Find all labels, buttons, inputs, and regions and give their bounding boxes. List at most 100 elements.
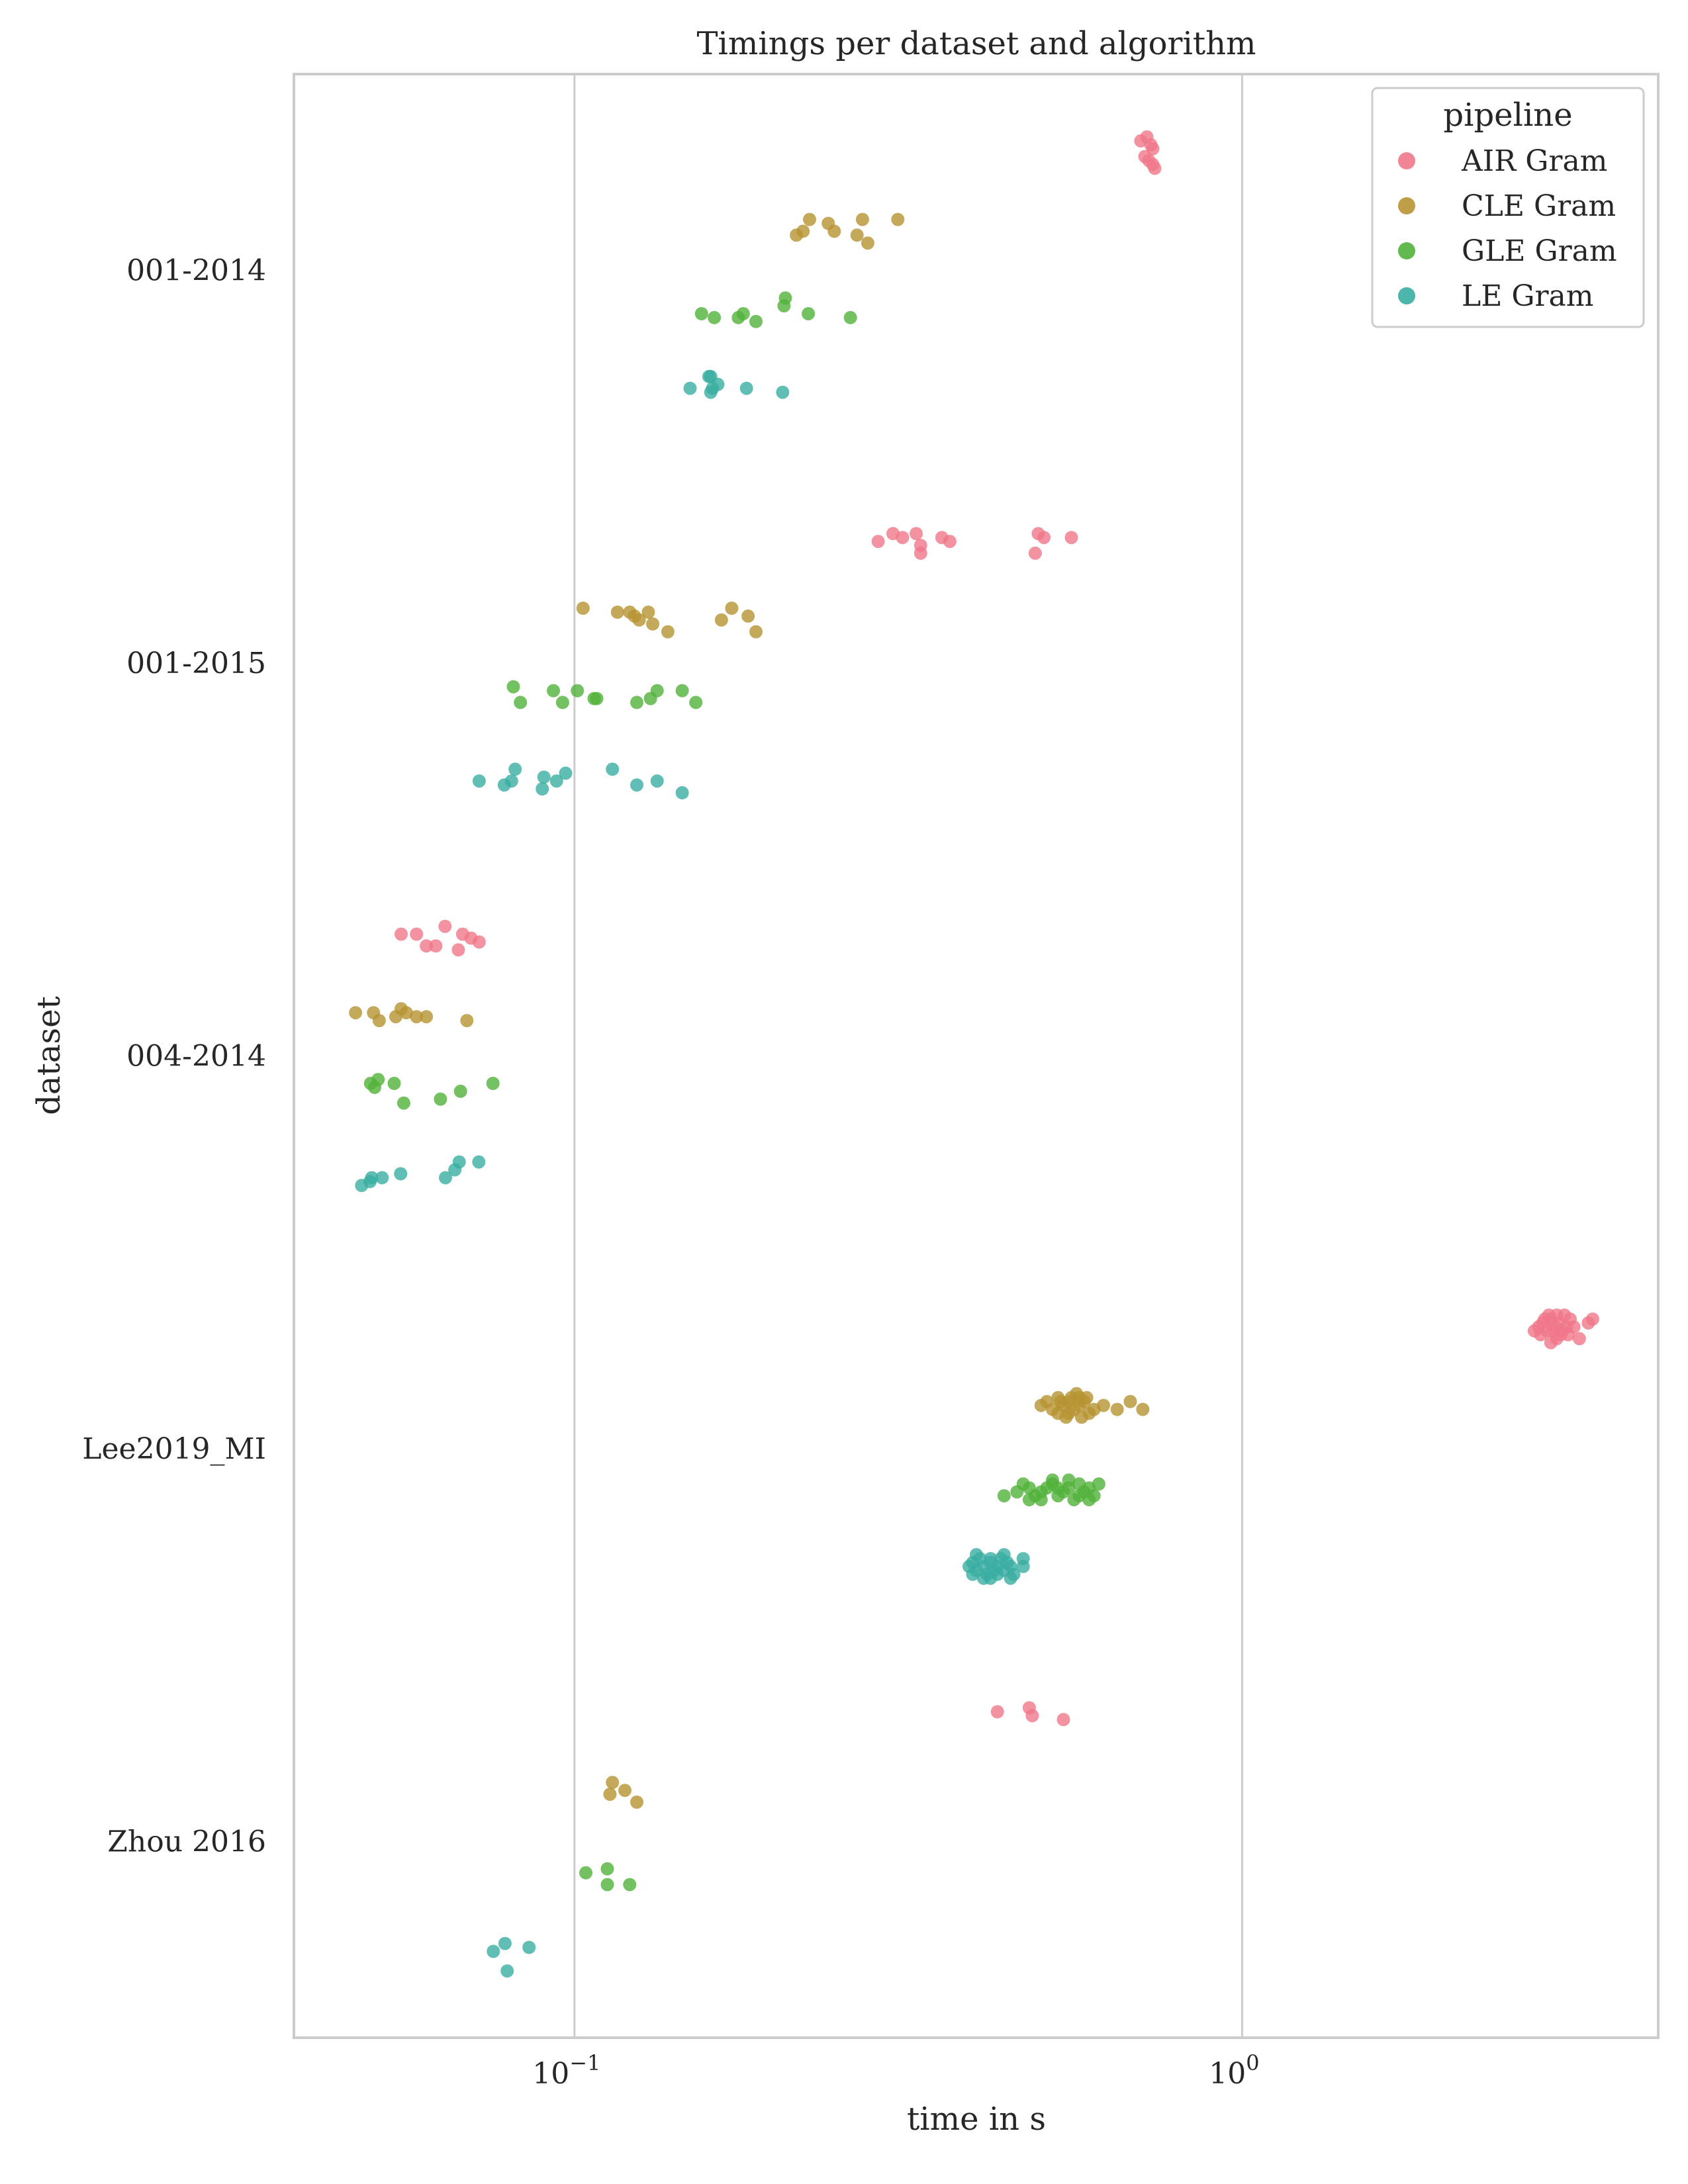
point-s2-53: [1072, 1477, 1086, 1491]
point-s0-16: [1028, 546, 1042, 560]
legend-box: [1371, 87, 1645, 328]
point-s2-20: [689, 696, 703, 709]
series-0: [395, 130, 1599, 1727]
point-s2-55: [1022, 1493, 1036, 1506]
point-s0-51: [1586, 1312, 1599, 1326]
point-s1-23: [372, 1014, 386, 1028]
point-s2-27: [453, 1084, 467, 1098]
point-s1-57: [1080, 1390, 1094, 1404]
point-s0-18: [1037, 531, 1051, 545]
point-s3-5: [711, 377, 725, 391]
point-s1-30: [606, 1776, 620, 1790]
point-s2-3: [736, 307, 750, 320]
point-s2-33: [997, 1489, 1011, 1503]
point-s2-24: [387, 1077, 401, 1090]
point-s0-20: [395, 927, 408, 941]
point-s0-47: [1538, 1312, 1552, 1326]
legend-label-2: GLE Gram: [1462, 234, 1617, 268]
y-axis-label: dataset: [30, 996, 68, 1115]
point-s1-26: [399, 1006, 413, 1020]
point-s0-32: [1056, 1713, 1070, 1727]
point-s2-9: [506, 680, 520, 694]
point-s2-23: [368, 1081, 381, 1094]
point-s3-30: [498, 1936, 512, 1950]
point-s1-18: [725, 602, 739, 615]
legend-label-1: CLE Gram: [1462, 189, 1616, 223]
point-s3-49: [970, 1548, 983, 1562]
legend-label-0: AIR Gram: [1461, 144, 1607, 178]
point-s2-50: [1034, 1493, 1048, 1506]
point-s1-19: [741, 609, 755, 623]
y-tick-label-2: 004-2014: [126, 1040, 266, 1073]
point-s0-29: [990, 1705, 1004, 1719]
legend-title: pipeline: [1443, 97, 1572, 134]
point-s1-20: [749, 625, 763, 639]
y-tick-label-0: 001-2014: [126, 254, 266, 288]
point-s0-23: [429, 939, 443, 953]
point-s2-56: [1082, 1493, 1096, 1506]
point-s1-21: [349, 1006, 363, 1020]
point-s3-12: [536, 782, 549, 796]
point-s2-32: [623, 1878, 637, 1891]
plot-frame: [293, 73, 1660, 2039]
point-s1-13: [632, 613, 646, 627]
point-s3-27: [452, 1155, 466, 1169]
legend-marker-0: [1398, 152, 1415, 169]
x-tick-labels: 10−1 100: [532, 2050, 1259, 2091]
point-s1-27: [410, 1010, 424, 1024]
point-s1-4: [827, 224, 841, 238]
point-s1-16: [661, 625, 675, 639]
point-s0-6: [1146, 142, 1160, 156]
point-s2-4: [749, 314, 763, 328]
point-s2-13: [571, 684, 585, 698]
point-s3-48: [1016, 1552, 1030, 1566]
point-s1-2: [796, 224, 810, 238]
legend: pipeline AIR Gram CLE Gram GLE Gram LE Gram: [1371, 87, 1645, 328]
point-s1-15: [646, 617, 660, 631]
point-s2-8: [843, 310, 857, 324]
point-s2-30: [600, 1862, 614, 1876]
point-s1-5: [850, 228, 864, 242]
point-s2-26: [434, 1092, 447, 1106]
point-s3-56: [966, 1567, 980, 1581]
point-s2-19: [675, 684, 689, 698]
point-s0-24: [438, 919, 452, 933]
point-s0-31: [1025, 1709, 1039, 1723]
point-s3-31: [500, 1964, 514, 1978]
gridlines: [573, 74, 1243, 2038]
point-s3-23: [375, 1171, 389, 1185]
point-s1-10: [610, 606, 624, 619]
point-s3-7: [776, 385, 790, 399]
y-tick-labels: 001-2014 001-2015 004-2014 Lee2019_MI Zhou 2…: [82, 254, 266, 1859]
point-s1-44: [1097, 1398, 1110, 1412]
point-s1-32: [618, 1784, 632, 1797]
point-s3-54: [984, 1552, 998, 1566]
point-s3-8: [472, 774, 486, 788]
point-s0-55: [1562, 1328, 1575, 1342]
point-s3-22: [365, 1171, 379, 1185]
legend-marker-2: [1398, 242, 1415, 259]
point-s2-54: [1051, 1481, 1065, 1495]
point-s0-25: [451, 943, 465, 957]
point-s2-7: [802, 307, 816, 320]
point-s3-19: [675, 786, 689, 799]
point-s3-13: [537, 770, 551, 784]
point-s2-52: [1062, 1473, 1076, 1487]
point-s0-21: [410, 927, 424, 941]
point-s3-0: [683, 381, 697, 395]
point-s3-55: [1004, 1571, 1017, 1585]
point-s3-6: [739, 381, 753, 395]
point-s2-1: [708, 310, 722, 324]
point-s1-54: [1075, 1410, 1088, 1424]
point-s1-55: [1064, 1390, 1078, 1404]
point-s1-33: [630, 1796, 643, 1809]
point-s3-51: [997, 1548, 1011, 1562]
point-s3-28: [472, 1155, 486, 1169]
y-tick-label-3: Lee2019_MI: [82, 1432, 266, 1466]
point-s3-29: [487, 1944, 500, 1958]
point-s2-49: [1092, 1477, 1105, 1491]
point-s1-9: [576, 602, 590, 615]
point-s3-18: [650, 774, 664, 788]
point-s0-13: [914, 546, 927, 560]
legend-items: AIR Gram CLE Gram GLE Gram LE Gram: [1398, 144, 1617, 313]
